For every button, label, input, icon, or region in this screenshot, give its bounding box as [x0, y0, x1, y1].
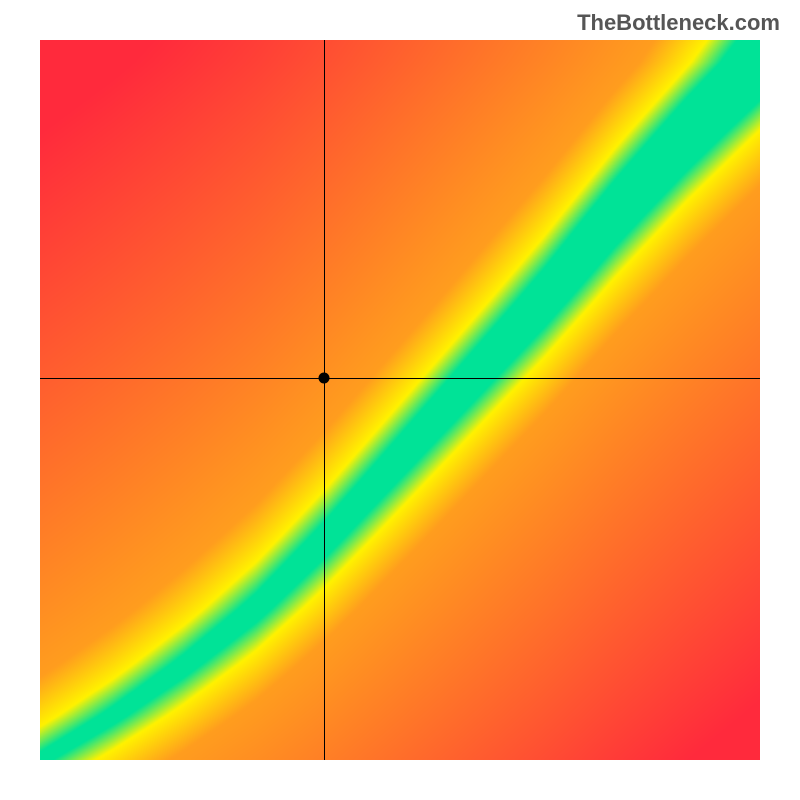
heatmap-canvas: [40, 40, 760, 760]
crosshair-marker: [319, 373, 330, 384]
chart-container: TheBottleneck.com: [0, 0, 800, 800]
watermark-text: TheBottleneck.com: [577, 10, 780, 36]
crosshair-horizontal: [40, 378, 760, 379]
heatmap-chart: [40, 40, 760, 760]
crosshair-vertical: [324, 40, 325, 760]
